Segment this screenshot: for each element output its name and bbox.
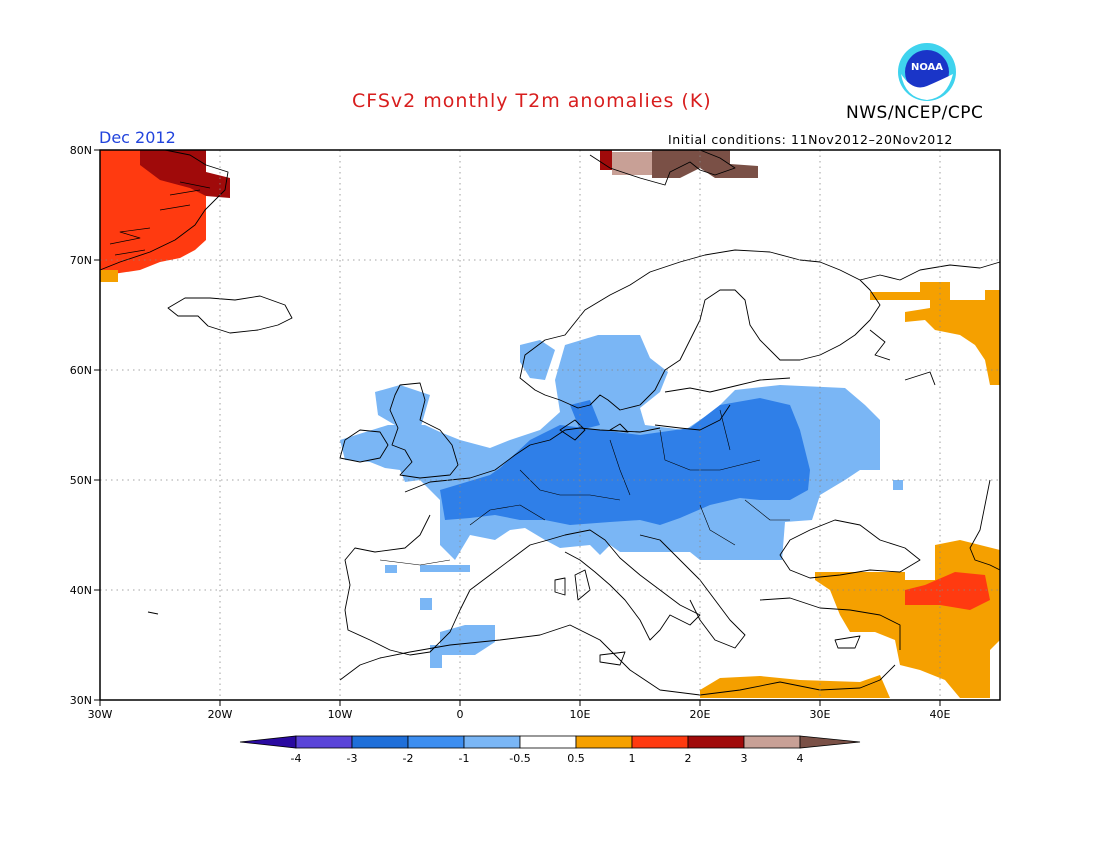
colorbar-swatch bbox=[463, 735, 521, 749]
colorbar bbox=[239, 735, 861, 749]
coastline-scandinavia bbox=[519, 249, 881, 411]
colorbar-swatch bbox=[239, 735, 297, 749]
coastline-continent bbox=[404, 427, 661, 493]
map-frame bbox=[99, 149, 1001, 701]
coastline-svalbard bbox=[589, 149, 736, 186]
colorbar-tick-label: 4 bbox=[797, 752, 804, 765]
anomaly-region bbox=[600, 150, 612, 170]
colorbar-tick-label: -1 bbox=[459, 752, 470, 765]
coastlines bbox=[99, 149, 1001, 696]
colorbar-swatch bbox=[799, 735, 861, 749]
colorbar-swatch bbox=[351, 735, 409, 749]
anomaly-region bbox=[870, 282, 1000, 385]
organization-label: NWS/NCEP/CPC bbox=[846, 103, 984, 123]
coastline-iberia bbox=[344, 514, 549, 656]
coastline-black-sea bbox=[779, 519, 921, 579]
anomaly-region bbox=[420, 565, 470, 572]
anomaly-region bbox=[430, 645, 442, 668]
coastline-iceland bbox=[167, 295, 293, 334]
anomaly-region bbox=[905, 572, 990, 610]
noaa-logo: NOAA bbox=[898, 43, 956, 101]
lat-label: 80N bbox=[70, 144, 92, 157]
anomaly-region bbox=[140, 150, 230, 198]
lon-label: 0 bbox=[457, 708, 464, 721]
colorbar-swatch bbox=[407, 735, 465, 749]
forecast-month-label: Dec 2012 bbox=[99, 128, 176, 147]
noaa-logo-text: NOAA bbox=[911, 62, 943, 73]
lon-label: 30W bbox=[88, 708, 113, 721]
lon-label: 20E bbox=[690, 708, 711, 721]
anomaly-region bbox=[893, 480, 903, 490]
initial-conditions-label: Initial conditions: 11Nov2012–20Nov2012 bbox=[668, 132, 953, 147]
colorbar-tick-label: 0.5 bbox=[567, 752, 585, 765]
coastline-greenland bbox=[99, 149, 229, 271]
grid-lines bbox=[100, 150, 1000, 700]
colorbar-swatch bbox=[687, 735, 745, 749]
colorbar-tick-label: 2 bbox=[685, 752, 692, 765]
coastline-britain bbox=[389, 382, 459, 479]
lon-label: 40E bbox=[930, 708, 951, 721]
colorbar-swatch bbox=[575, 735, 633, 749]
anomaly-fields bbox=[100, 150, 1000, 698]
colorbar-swatch bbox=[519, 735, 577, 749]
anomaly-region bbox=[385, 565, 397, 573]
axis-ticks bbox=[94, 149, 941, 706]
lat-label: 60N bbox=[70, 364, 92, 377]
coastline-balkans bbox=[639, 534, 746, 649]
anomaly-region bbox=[100, 270, 118, 282]
lat-label: 50N bbox=[70, 474, 92, 487]
anomaly-region bbox=[375, 385, 430, 430]
lon-label: 10E bbox=[570, 708, 591, 721]
colorbar-tick-label: -2 bbox=[403, 752, 414, 765]
lat-label: 30N bbox=[70, 694, 92, 707]
lat-label: 40N bbox=[70, 584, 92, 597]
coastline-ireland bbox=[339, 429, 389, 463]
anomaly-region bbox=[420, 598, 432, 610]
anomaly-region bbox=[700, 675, 890, 698]
colorbar-tick-label: -4 bbox=[291, 752, 302, 765]
anomaly-region bbox=[440, 398, 810, 525]
colorbar-swatch bbox=[295, 735, 353, 749]
colorbar-swatch bbox=[743, 735, 801, 749]
anomaly-region bbox=[652, 150, 758, 178]
colorbar-swatch bbox=[631, 735, 689, 749]
lon-label: 10W bbox=[328, 708, 353, 721]
anomaly-region bbox=[440, 625, 495, 655]
lon-label: 20W bbox=[208, 708, 233, 721]
coastline-north-africa bbox=[339, 624, 896, 696]
chart-title: CFSv2 monthly T2m anomalies (K) bbox=[352, 90, 712, 112]
colorbar-tick-label: 3 bbox=[741, 752, 748, 765]
lon-label: 30E bbox=[810, 708, 831, 721]
anomaly-region bbox=[815, 540, 1000, 698]
anomaly-region bbox=[612, 152, 652, 175]
coastline-italy bbox=[547, 529, 701, 641]
colorbar-tick-label: -3 bbox=[347, 752, 358, 765]
lat-label: 70N bbox=[70, 254, 92, 267]
colorbar-tick-label: -0.5 bbox=[509, 752, 530, 765]
colorbar-tick-label: 1 bbox=[629, 752, 636, 765]
